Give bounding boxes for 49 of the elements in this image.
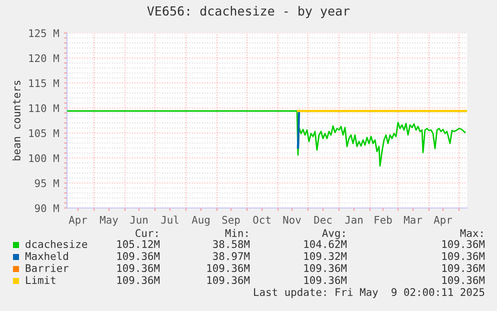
line-series (67, 110, 466, 167)
x-tick-label: Jun (130, 216, 148, 224)
text: Max: (460, 229, 482, 238)
text: Avg: (322, 229, 344, 240)
text: 109.36M (442, 252, 485, 260)
text: Cur: (136, 229, 158, 238)
text: 109.36M (304, 264, 347, 272)
x-tick-label: Oct (253, 216, 270, 224)
chart-title: VE656: dcachesize - by year (147, 6, 350, 18)
text: 105.12M (117, 240, 160, 248)
x-tick-label: Dec (314, 216, 332, 224)
y-tick-label: 115 M (29, 79, 59, 88)
x-tick-label: Mar (404, 216, 422, 224)
x-tick-label: Jul (161, 216, 178, 224)
x-tick-label: Apr (68, 216, 88, 226)
y-tick-label: 120 M (29, 54, 59, 62)
x-tick-label: Apr (434, 216, 452, 226)
text: 104.62M (304, 240, 347, 248)
y-tick-label: 125 M (29, 29, 59, 38)
text: 109.36M (117, 252, 160, 260)
x-tick-label: Aug (192, 216, 210, 226)
text: Last update: Fri May 9 02:00:11 2025 (254, 288, 484, 298)
text: 109.36M (442, 276, 485, 284)
y-tick-label: 105 M (29, 129, 59, 138)
x-tick-label: Nov (283, 216, 301, 224)
y-tick-label: 90 M (34, 204, 59, 212)
text: 109.36M (117, 264, 160, 272)
text: 109.36M (442, 264, 485, 272)
y-tick-label: 95 M (34, 179, 59, 188)
text: 38.97M (213, 252, 250, 260)
legend-label: Limit (26, 276, 56, 284)
y-tick-label: 100 M (29, 154, 59, 162)
x-tick-label: Jan (345, 216, 362, 224)
text: 109.36M (117, 276, 160, 284)
legend-label: Maxheld (25, 252, 68, 260)
x-tick-label: Sep (222, 216, 240, 226)
x-tick-label: Feb (374, 216, 392, 224)
text: 109.36M (207, 264, 250, 272)
text: 109.36M (442, 240, 485, 248)
text: 38.58M (213, 240, 250, 248)
legend-label: dcachesize (26, 240, 88, 248)
legend-label: Barrier (26, 264, 68, 272)
text: 109.32M (304, 252, 347, 260)
x-tick-label: May (100, 216, 118, 226)
text: 109.36M (207, 276, 250, 284)
text: 109.36M (304, 276, 347, 284)
y-axis-title: bean counters (12, 80, 20, 160)
y-tick-label: 110 M (29, 104, 59, 112)
text: Min: (225, 228, 248, 237)
